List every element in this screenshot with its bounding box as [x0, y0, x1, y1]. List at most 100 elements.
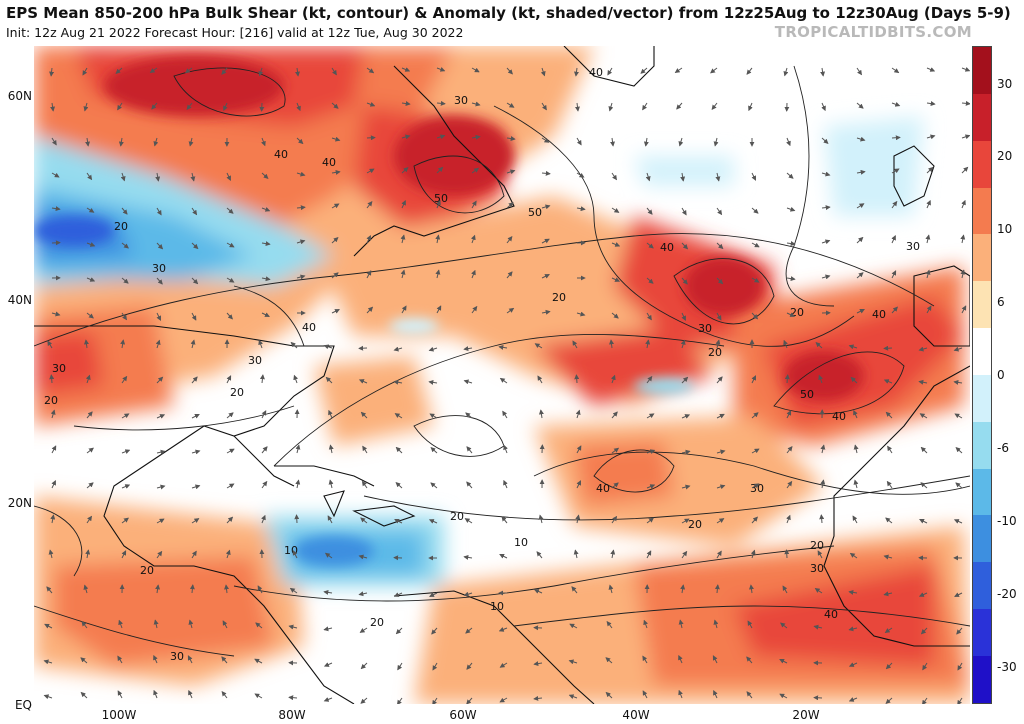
vector-arrow [920, 627, 928, 635]
contour-label: 20 [44, 394, 58, 407]
vector-arrow [926, 67, 936, 72]
vector-arrow [954, 592, 963, 597]
vector-arrow [611, 277, 621, 282]
vector-arrow [891, 135, 901, 141]
vector-arrow [605, 691, 613, 699]
vector-arrow [436, 166, 444, 174]
vector-arrow [568, 694, 578, 699]
vector-arrow [361, 480, 368, 489]
vector-arrow [436, 134, 446, 140]
vector-arrow [961, 67, 970, 72]
vector-arrow [121, 375, 128, 384]
vector-arrow [715, 172, 721, 182]
vector-arrow [261, 241, 271, 247]
vector-arrow [821, 239, 831, 245]
vector-arrow [576, 480, 582, 489]
vector-arrow [292, 550, 298, 559]
vector-arrow [716, 312, 722, 321]
vector-arrow [85, 549, 91, 559]
vector-arrow [786, 276, 796, 282]
vector-arrow [295, 479, 301, 489]
colorbar-tick-label: 6 [997, 295, 1005, 309]
vector-arrow [155, 584, 161, 594]
vector-arrow [499, 697, 508, 703]
vector-arrow [681, 207, 687, 216]
vector-arrow [225, 549, 231, 559]
vector-arrow [261, 514, 266, 524]
vector-arrow [360, 517, 368, 524]
vector-arrow [605, 657, 613, 664]
vector-arrow [153, 137, 159, 147]
vector-arrow [466, 481, 473, 489]
vector-arrow [47, 340, 53, 349]
vector-arrow [261, 276, 271, 282]
contour-label: 20 [450, 510, 464, 523]
vector-arrow [681, 484, 691, 490]
vector-arrow [327, 515, 333, 524]
vector-arrow [850, 376, 858, 384]
vector-arrow [191, 242, 199, 250]
vector-arrow [856, 67, 862, 76]
vector-arrow [115, 67, 123, 74]
vector-arrow [401, 67, 411, 72]
vector-arrow [681, 550, 688, 559]
vector-arrow [681, 376, 689, 384]
vector-arrow [258, 67, 264, 77]
vector-arrow [86, 242, 96, 247]
vector-arrow [751, 242, 760, 248]
vector-arrow [953, 346, 963, 352]
vector-arrow [885, 411, 893, 419]
vector-arrow [780, 622, 788, 629]
vector-arrow [537, 375, 543, 384]
vector-arrow [961, 100, 970, 106]
vector-arrow [366, 235, 371, 244]
contour-label: 40 [660, 241, 674, 254]
vector-arrow [611, 242, 621, 247]
vector-arrow [118, 137, 124, 147]
vector-arrow [681, 449, 691, 455]
vector-arrow [541, 137, 550, 143]
vector-arrow [501, 516, 508, 524]
vector-arrow [258, 339, 263, 349]
vector-arrow [121, 312, 127, 321]
vector-arrow [393, 379, 403, 385]
contour-label: 30 [454, 94, 468, 107]
vector-arrow [395, 446, 403, 454]
vector-arrow [571, 586, 578, 594]
vector-arrow [572, 340, 578, 349]
vector-arrow [432, 662, 438, 671]
vector-arrow [191, 277, 199, 285]
vector-arrow [534, 343, 543, 349]
vector-arrow [226, 375, 232, 384]
vector-arrow [51, 311, 61, 317]
vector-arrow [681, 414, 691, 419]
contour-label: 50 [528, 206, 542, 219]
vector-arrow [961, 134, 970, 140]
vector-arrow [358, 591, 368, 597]
vector-arrow [471, 269, 476, 279]
vector-arrow [366, 270, 372, 279]
vector-arrow [191, 484, 201, 490]
vector-arrow [716, 277, 724, 285]
vector-arrow [120, 172, 126, 182]
contour-labels: 30 40 40 50 50 40 30 20 40 30 20 20 30 4… [44, 66, 920, 663]
vector-arrow [541, 238, 550, 244]
vector-arrow [852, 515, 858, 524]
vector-arrow [891, 270, 897, 279]
vector-arrow [257, 585, 263, 594]
vector-arrow [642, 655, 648, 664]
vector-arrow [289, 587, 298, 594]
vector-arrow [891, 168, 900, 174]
vector-arrow [466, 446, 473, 454]
vector-arrow [533, 661, 543, 667]
colorbar-tick-label: -20 [997, 587, 1017, 601]
vector-arrow [221, 656, 228, 664]
contour-label: 20 [552, 291, 566, 304]
vector-arrow [395, 627, 403, 635]
vector-arrow [576, 172, 585, 178]
vector-arrow [645, 339, 651, 349]
vector-arrow [184, 67, 193, 74]
vector-arrow [645, 172, 651, 182]
contour-label: 40 [824, 608, 838, 621]
vector-arrow [117, 102, 123, 111]
